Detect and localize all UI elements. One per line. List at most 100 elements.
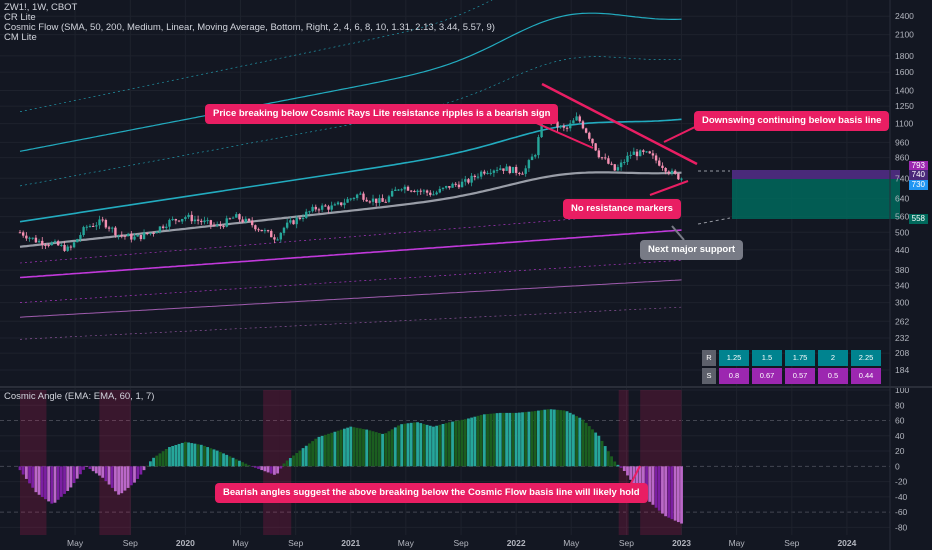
candle-body — [34, 237, 38, 243]
angle-bar — [575, 416, 578, 467]
angle-bar — [133, 466, 136, 483]
table-r-3: 1.75 — [785, 350, 815, 366]
candle-body — [642, 150, 645, 152]
angle-bar — [343, 428, 346, 467]
angle-bar — [626, 466, 629, 476]
candle-body — [429, 192, 432, 195]
table-r-1: 1.25 — [719, 350, 749, 366]
angle-bar — [441, 423, 445, 467]
candle-body — [597, 150, 601, 158]
candle-body — [375, 198, 378, 203]
candle-body — [41, 240, 44, 245]
angle-bar — [432, 426, 435, 467]
candle-body — [104, 219, 108, 228]
angle-bar — [203, 445, 206, 467]
arrow-4 — [671, 225, 685, 241]
candle-body — [508, 166, 511, 174]
candle-body — [196, 219, 200, 221]
candle-body — [203, 220, 206, 223]
candle-body — [632, 151, 636, 155]
angle-bar — [330, 432, 334, 467]
candle-body — [63, 244, 66, 251]
angle-bar — [584, 422, 588, 467]
angle-bar — [447, 422, 451, 467]
candle-body — [584, 128, 588, 133]
candle-body — [368, 201, 372, 203]
candle-body — [645, 151, 648, 153]
candle-body — [72, 242, 76, 248]
price-tick-label: 184 — [895, 365, 909, 375]
candle-body — [464, 179, 467, 182]
candle-body — [37, 240, 41, 243]
candle-body — [174, 219, 178, 221]
candle-body — [212, 224, 216, 226]
angle-bar — [177, 443, 181, 467]
candle-body — [572, 120, 575, 124]
candle-body — [200, 220, 203, 223]
candle-body — [276, 239, 279, 241]
candle-body — [457, 184, 461, 188]
flow-band — [19, 56, 682, 187]
candle-body — [336, 202, 340, 205]
angle-bar — [155, 455, 159, 467]
cosmic-angle-title[interactable]: Cosmic Angle (EMA: EMA, 60, 1, 7) — [4, 391, 155, 402]
price-tick-label: 1800 — [895, 51, 914, 61]
candle-body — [257, 229, 260, 231]
indicator-cr-lite[interactable]: CR Lite — [4, 12, 36, 23]
candle-body — [588, 132, 591, 139]
price-tick-label: 380 — [895, 265, 909, 275]
angle-bar — [473, 416, 477, 467]
candle-body — [85, 226, 88, 228]
angle-bar — [381, 433, 384, 467]
angle-bar — [476, 415, 480, 467]
candle-body — [285, 222, 289, 228]
candle-body — [670, 170, 674, 174]
angle-bar — [606, 451, 610, 467]
angle-bar — [59, 466, 63, 497]
candle-body — [117, 234, 120, 236]
candle-body — [451, 183, 454, 188]
price-tick-label: 340 — [895, 280, 909, 290]
candle-body — [98, 219, 101, 226]
cosmic-flow-bands — [19, 0, 682, 340]
angle-bar — [279, 466, 283, 469]
candle-body — [365, 199, 368, 202]
candle-body — [638, 150, 642, 157]
angle-bar — [171, 446, 175, 467]
angle-bar — [75, 466, 79, 479]
indicator-cosmic-flow[interactable]: Cosmic Flow (SMA, 50, 200, Medium, Linea… — [4, 22, 495, 33]
angle-bar — [581, 419, 585, 467]
angle-bar — [521, 412, 524, 467]
candle-body — [25, 235, 28, 239]
candle-body — [273, 237, 276, 240]
time-tick-label: 2022 — [507, 538, 526, 548]
angle-bar — [664, 466, 668, 517]
angle-bar — [190, 443, 194, 467]
candle-body — [28, 237, 31, 239]
angle-bar — [645, 466, 648, 499]
candle-body — [244, 218, 248, 222]
candle-body — [438, 188, 442, 193]
angle-bar — [514, 412, 518, 467]
angle-bar — [21, 466, 25, 475]
angle-bar — [142, 466, 146, 471]
time-tick-label: May — [232, 538, 249, 548]
angle-bar — [69, 466, 73, 488]
candle-body — [123, 235, 127, 237]
candle-body — [279, 232, 282, 240]
candle-body — [352, 197, 356, 199]
indicator-cm-lite[interactable]: CM Lite — [4, 32, 37, 43]
candle-body — [95, 225, 98, 227]
angle-bar — [390, 429, 394, 467]
angle-bar — [314, 438, 318, 467]
bearish-shade — [20, 390, 47, 535]
candle-body — [114, 227, 117, 236]
candle-body — [161, 226, 165, 228]
angle-bar — [228, 456, 232, 467]
table-s-3: 0.57 — [785, 368, 815, 384]
angle-bar — [470, 417, 474, 467]
angle-bar — [565, 411, 569, 467]
time-tick-label: Sep — [454, 538, 469, 548]
flow-band — [19, 210, 682, 264]
angle-bar — [365, 429, 369, 467]
